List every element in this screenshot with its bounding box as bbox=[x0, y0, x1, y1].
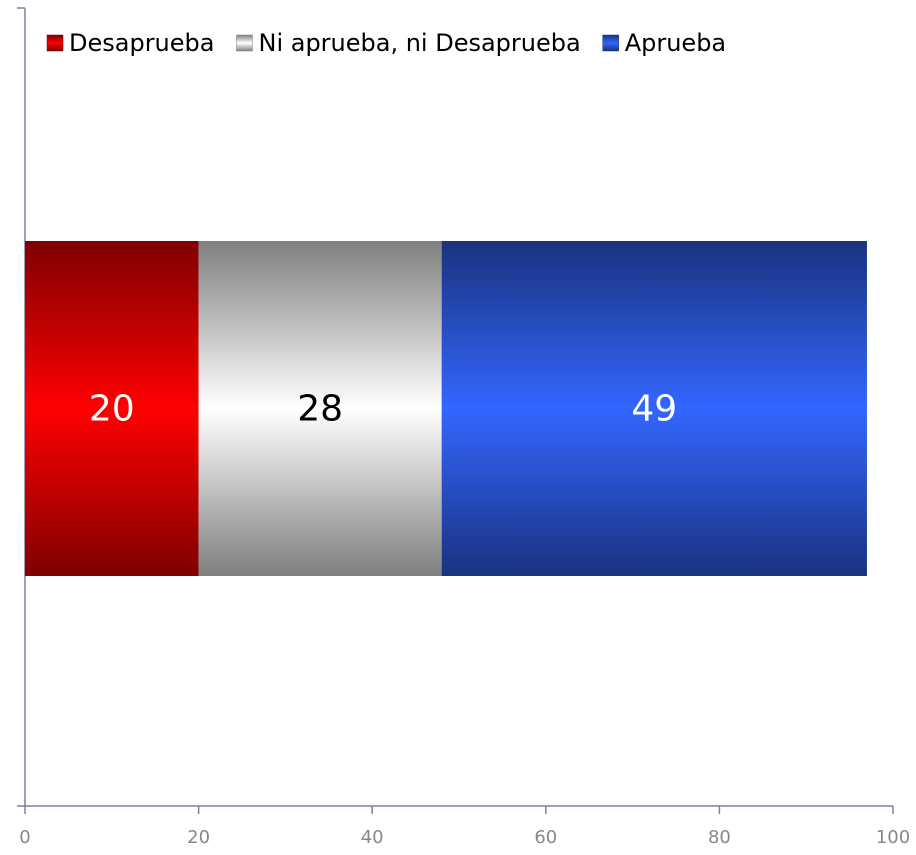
legend-swatch bbox=[46, 34, 64, 52]
x-tick-label: 80 bbox=[708, 827, 731, 848]
legend-label: Aprueba bbox=[625, 29, 726, 57]
bar-segment bbox=[25, 241, 199, 576]
legend-swatch bbox=[602, 34, 619, 52]
bar-segment bbox=[198, 241, 442, 576]
x-tick-label: 100 bbox=[876, 827, 910, 848]
bar-segment bbox=[441, 241, 867, 576]
legend-label: Desaprueba bbox=[69, 29, 214, 57]
legend-swatch bbox=[236, 34, 253, 52]
data-label: 28 bbox=[297, 389, 343, 430]
data-label: 20 bbox=[89, 389, 135, 430]
x-tick-label: 0 bbox=[19, 827, 30, 848]
legend-label: Ni aprueba, ni Desaprueba bbox=[258, 29, 580, 57]
data-label: 49 bbox=[631, 389, 677, 430]
x-tick-label: 20 bbox=[187, 827, 210, 848]
x-tick-label: 60 bbox=[534, 827, 557, 848]
x-tick-label: 40 bbox=[361, 827, 384, 848]
